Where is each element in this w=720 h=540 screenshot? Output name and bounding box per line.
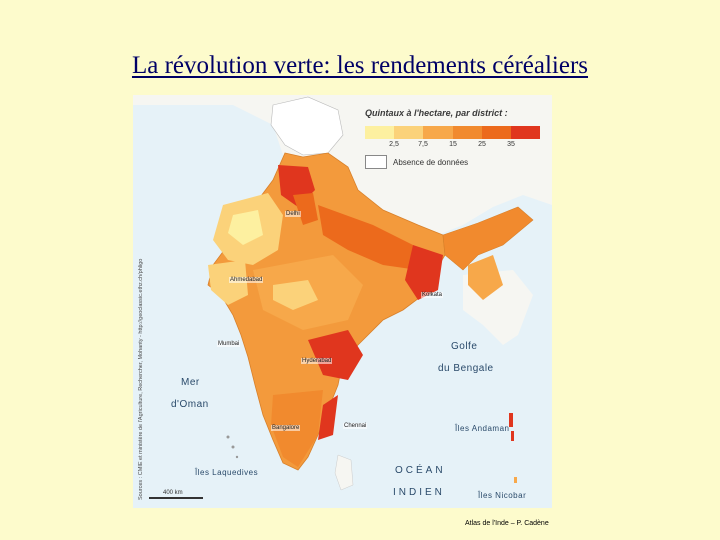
northeast-region [442, 206, 534, 271]
bengal-region [405, 245, 443, 300]
slide-title: La révolution verte: les rendements céré… [131, 52, 589, 79]
no-data-swatch [365, 155, 387, 169]
legend-swatch-2 [394, 126, 424, 139]
legend-title: Quintaux à l'hectare, par district : [365, 108, 508, 118]
city-chennai: Chennai [343, 423, 368, 429]
legend-tick: 2,5 [389, 141, 399, 148]
city-delhi: Delhi [285, 211, 301, 217]
city-mumbai: Mumbai [217, 341, 241, 347]
legend-color-bar [365, 126, 541, 139]
no-data-label: Absence de données [393, 157, 469, 167]
legend-swatch-5 [481, 126, 511, 139]
map-legend: Quintaux à l'hectare, par district : 2,5… [365, 108, 545, 169]
legend-tick: 35 [507, 141, 515, 148]
sea-label-bengale: du Bengale [438, 363, 494, 374]
legend-swatch-4 [452, 126, 482, 139]
nicobar-island [514, 477, 517, 483]
label-andaman: Îles Andaman [455, 424, 510, 433]
gangetic-plain [318, 205, 418, 270]
city-hyderabad: Hyderabad [301, 358, 333, 364]
map-source-note: Sources : CMIE et ministère de l'Agricul… [138, 258, 144, 500]
andaman-island-2 [511, 431, 514, 441]
tamil-region [318, 395, 338, 440]
rajasthan-pale [228, 210, 263, 245]
sri-lanka [334, 454, 354, 491]
laquedive-dot-2 [231, 445, 235, 449]
haryana-region [293, 193, 318, 225]
city-kolkata: Kolkata [421, 292, 444, 298]
legend-tick: 25 [478, 141, 486, 148]
city-bangalore: Bangalore [271, 425, 301, 431]
city-ahmedabad: Ahmedabad [229, 277, 264, 283]
sea-label-oman: d'Oman [171, 399, 209, 410]
legend-swatch-3 [423, 126, 453, 139]
legend-swatch-1 [365, 126, 395, 139]
scale-label: 400 km [163, 490, 183, 496]
gujarat-region [208, 260, 248, 305]
legend-swatch-6 [510, 126, 541, 139]
laquedive-dot-1 [226, 435, 230, 439]
credit-caption: Atlas de l'Inde – P. Cadène [465, 520, 549, 527]
legend-ticks: 2,5 7,5 15 25 35 [365, 139, 540, 151]
sea-label-indien: INDIEN [393, 487, 445, 498]
map-graphic [133, 95, 552, 491]
laquedive-dot-3 [235, 455, 239, 459]
legend-tick: 7,5 [418, 141, 428, 148]
sea-label-golfe: Golfe [451, 341, 478, 352]
northeast-south [468, 255, 503, 300]
scale-bar [149, 497, 203, 499]
label-nicobar: Îles Nicobar [478, 491, 527, 500]
sea-label-ocean: OCÉAN [395, 465, 446, 476]
sea-label-mer: Mer [181, 377, 200, 388]
label-laquedives: Îles Laquedives [195, 468, 259, 477]
central-pale [273, 280, 318, 310]
legend-tick: 15 [449, 141, 457, 148]
andhra-region [308, 330, 363, 380]
legend-no-data: Absence de données [365, 155, 545, 169]
india-yield-map: Quintaux à l'hectare, par district : 2,5… [133, 95, 552, 508]
andaman-island-1 [509, 413, 513, 427]
